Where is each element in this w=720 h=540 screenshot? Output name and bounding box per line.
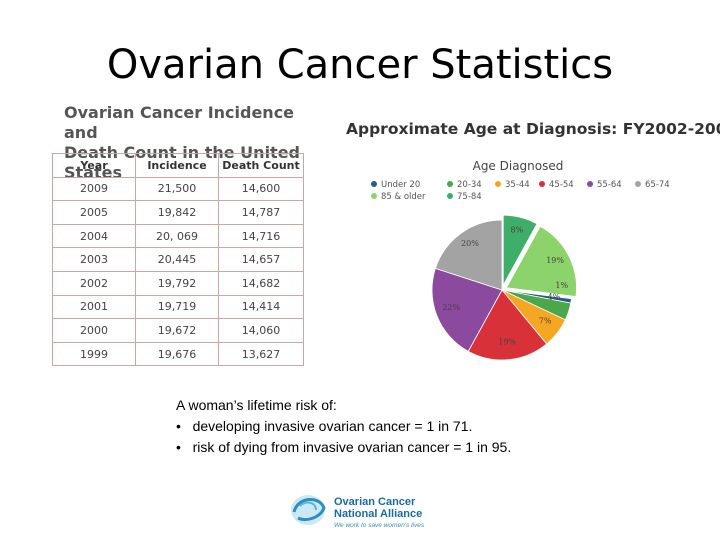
pie-slice-65-74 bbox=[434, 219, 503, 291]
table-row: 2003 20,445 14,657 bbox=[52, 247, 304, 272]
pie-slice-85-older bbox=[505, 225, 577, 297]
cell-year: 2003 bbox=[52, 247, 136, 272]
cell-death-count: 14,600 bbox=[218, 176, 304, 202]
header-death-count: Death Count bbox=[218, 153, 304, 178]
cell-death-count: 14,716 bbox=[218, 223, 304, 249]
logo-line1: Ovarian Cancer bbox=[334, 496, 416, 508]
cell-death-count: 14,682 bbox=[218, 270, 304, 296]
pie-label: 7% bbox=[539, 316, 552, 325]
cell-year: 2009 bbox=[52, 176, 136, 202]
pie-label: 8% bbox=[510, 225, 523, 234]
cell-death-count: 14,657 bbox=[218, 247, 304, 272]
age-diagnosis-pie-chart: Age Diagnosed Under 20 20-34 35-44 45-54 55-… bbox=[371, 159, 670, 361]
table-row: 2004 20, 069 14,716 bbox=[52, 223, 304, 249]
cell-year: 2005 bbox=[52, 200, 136, 225]
cell-incidence: 19,676 bbox=[135, 341, 219, 367]
logo-tagline: We work to save women’s lives bbox=[334, 522, 425, 529]
legend-swatch bbox=[447, 181, 453, 187]
cell-death-count: 14,787 bbox=[218, 200, 304, 225]
lifetime-risk-block: A woman’s lifetime risk of: • developing… bbox=[176, 395, 511, 458]
incidence-death-table: Year Incidence Death Count 2009 21,500 14,… bbox=[52, 153, 304, 367]
logo-line2: National Alliance bbox=[334, 508, 423, 520]
ocna-logo-icon bbox=[291, 495, 326, 525]
cell-incidence: 20,445 bbox=[135, 247, 219, 272]
cell-incidence: 19,792 bbox=[135, 270, 219, 296]
cell-death-count: 14,414 bbox=[218, 294, 304, 320]
cell-death-count: 13,627 bbox=[218, 341, 304, 367]
legend-label: 35-44 bbox=[505, 180, 530, 190]
cell-death-count: 14,060 bbox=[218, 318, 304, 343]
legend-label: 65-74 bbox=[645, 180, 670, 190]
pie-label: 20% bbox=[461, 239, 479, 248]
header-year: Year bbox=[52, 153, 136, 178]
cell-year: 2002 bbox=[52, 270, 136, 296]
legend-swatch bbox=[447, 193, 453, 199]
legend-label: 75-84 bbox=[457, 192, 482, 202]
slide-title: Ovarian Cancer Statistics bbox=[106, 42, 614, 88]
logo-text: Ovarian Cancer National Alliance bbox=[334, 496, 422, 520]
table-row: 1999 19,676 13,627 bbox=[52, 341, 304, 367]
cell-year: 1999 bbox=[52, 341, 136, 367]
legend-label: 55-64 bbox=[597, 180, 622, 190]
legend-swatch bbox=[587, 181, 593, 187]
table-row: 2005 19,842 14,787 bbox=[52, 200, 304, 225]
table-row: 2002 19,792 14,682 bbox=[52, 270, 304, 296]
table-row: 2001 19,719 14,414 bbox=[52, 294, 304, 320]
cell-incidence: 19,842 bbox=[135, 200, 219, 225]
pie-label: 19% bbox=[498, 337, 516, 346]
cell-year: 2001 bbox=[52, 294, 136, 320]
cell-incidence: 19,672 bbox=[135, 318, 219, 343]
pie-label: 22% bbox=[442, 303, 460, 312]
pie-label: 1% bbox=[555, 281, 568, 290]
legend-swatch bbox=[635, 181, 641, 187]
pie-label: 4% bbox=[548, 293, 561, 302]
legend-label: Under 20 bbox=[381, 180, 420, 190]
legend-label: 20-34 bbox=[457, 180, 482, 190]
cell-year: 2004 bbox=[52, 223, 136, 249]
chart-title: Approximate Age at Diagnosis: FY2002-200… bbox=[346, 120, 720, 138]
table-title-line1: Ovarian Cancer Incidence and bbox=[64, 103, 295, 142]
legend-swatch bbox=[495, 181, 501, 187]
legend-label: 45-54 bbox=[549, 180, 574, 190]
header-incidence: Incidence bbox=[135, 153, 219, 178]
table-header-row: Year Incidence Death Count bbox=[52, 153, 304, 178]
cell-incidence: 20, 069 bbox=[135, 223, 219, 249]
table-row: 2009 21,500 14,600 bbox=[52, 176, 304, 202]
risk-item-text: developing invasive ovarian cancer = 1 i… bbox=[192, 418, 473, 434]
cell-incidence: 19,719 bbox=[135, 294, 219, 320]
cell-incidence: 21,500 bbox=[135, 176, 219, 202]
legend-swatch bbox=[371, 193, 377, 199]
risk-item: • developing invasive ovarian cancer = 1… bbox=[176, 418, 473, 434]
pie-slice-75-84 bbox=[502, 214, 538, 286]
legend-swatch bbox=[371, 181, 377, 187]
pie-labels: 8% 19% 1% 4% 7% 19% 22% 20% bbox=[442, 225, 568, 346]
legend: Under 20 20-34 35-44 45-54 55-64 65-74 85 & ol… bbox=[371, 180, 670, 202]
pie-slices bbox=[431, 214, 577, 361]
risk-intro: A woman’s lifetime risk of: bbox=[176, 397, 337, 413]
table-row: 2000 19,672 14,060 bbox=[52, 318, 304, 343]
pie-slice-45-54 bbox=[467, 289, 548, 361]
cell-year: 2000 bbox=[52, 318, 136, 343]
risk-item-text: risk of dying from invasive ovarian canc… bbox=[192, 439, 512, 455]
risk-item: • risk of dying from invasive ovarian ca… bbox=[176, 439, 512, 455]
pie-slice-55-64 bbox=[431, 267, 503, 352]
pie-label: 19% bbox=[546, 256, 564, 265]
legend-swatch bbox=[539, 181, 545, 187]
legend-title: Age Diagnosed bbox=[473, 159, 564, 173]
legend-label: 85 & older bbox=[381, 192, 426, 202]
